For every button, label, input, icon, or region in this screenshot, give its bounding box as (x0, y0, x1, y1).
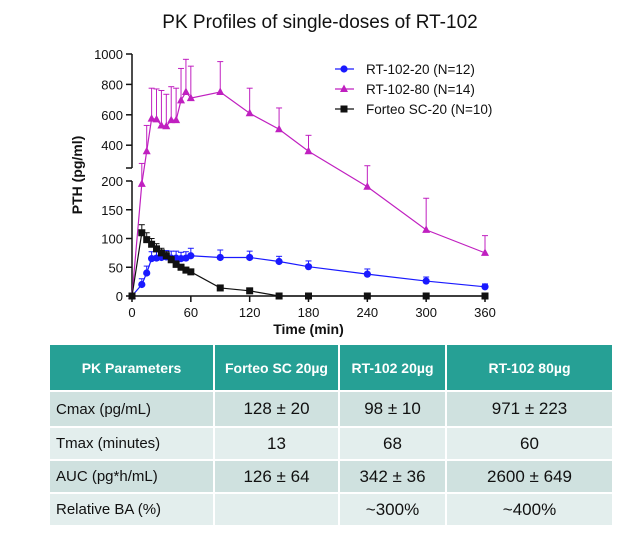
table-cell: Tmax (minutes) (50, 428, 213, 459)
header-cell: RT-102 20µg (340, 345, 445, 390)
data-point (138, 280, 146, 289)
data-point (147, 114, 156, 122)
data-point (216, 284, 224, 292)
table-cell: 971 ± 223 (447, 392, 612, 426)
y-tick-label: 400 (101, 138, 123, 153)
chart-title: PK Profiles of single-doses of RT-102 (162, 12, 477, 33)
pk-chart: PK Profiles of single-doses of RT-102 0 50… (69, 12, 496, 337)
data-point (363, 270, 371, 278)
data-point (186, 93, 195, 102)
data-point (304, 263, 313, 271)
data-point (246, 253, 254, 262)
data-point (143, 269, 151, 277)
table-cell: 98 ± 10 (340, 392, 445, 426)
table-cell: 126 ± 64 (215, 461, 338, 492)
y-tick-label: 800 (101, 77, 123, 92)
data-point (182, 266, 190, 274)
legend-marker (340, 65, 348, 73)
legend-label: Forteo SC-20 (N=10) (366, 102, 492, 117)
table-row: AUC (pg*h/mL) 126 ± 64 342 ± 36 2600 ± 6… (50, 461, 612, 492)
header-cell: PK Parameters (50, 345, 213, 390)
y-tick-label: 150 (101, 203, 123, 218)
data-point (304, 146, 313, 155)
data-point (153, 245, 161, 253)
x-tick-label: 240 (356, 305, 378, 320)
data-point (363, 292, 371, 300)
y-tick-label: 600 (101, 108, 123, 123)
table-cell: ~300% (340, 494, 445, 525)
data-point (275, 292, 283, 300)
data-point (152, 114, 161, 123)
data-point (172, 260, 180, 268)
data-point (181, 87, 190, 95)
table-cell: Cmax (pg/mL) (50, 392, 213, 426)
x-tick-label: 60 (184, 305, 198, 320)
x-tick-label: 360 (474, 305, 496, 320)
x-tick-label: 300 (415, 305, 437, 320)
y-tick-label: 50 (109, 260, 123, 275)
table-row: Relative BA (%) ~300% ~400% (50, 494, 612, 525)
table-cell: ~400% (447, 494, 612, 525)
data-point (275, 124, 284, 133)
table-cell: 128 ± 20 (215, 392, 338, 426)
table-row: Tmax (minutes) 13 68 60 (50, 428, 612, 459)
data-point (148, 240, 156, 248)
y-tick-label: 100 (101, 232, 123, 247)
data-point (162, 252, 170, 260)
data-point (167, 256, 175, 264)
y-tick-label: 1000 (94, 47, 123, 62)
data-point (177, 263, 185, 271)
y-tick-label: 0 (116, 289, 123, 304)
data-point (246, 287, 254, 295)
table-cell: 60 (447, 428, 612, 459)
data-point (216, 87, 225, 95)
legend-label: RT-102-80 (N=14) (366, 82, 475, 97)
legend-marker (340, 84, 348, 92)
legend-marker (340, 105, 348, 113)
table-cell: 2600 ± 649 (447, 461, 612, 492)
data-point (305, 292, 312, 300)
x-tick-label: 120 (239, 305, 261, 320)
x-tick-label: 180 (298, 305, 320, 320)
pk-parameters-table: PK Parameters Forteo SC 20µg RT-102 20µg… (48, 343, 614, 527)
header-cell: Forteo SC 20µg (215, 345, 338, 390)
table-cell: 13 (215, 428, 338, 459)
data-point (143, 236, 151, 244)
data-point (187, 268, 195, 276)
legend-label: RT-102-20 (N=12) (366, 62, 475, 77)
data-point (363, 182, 372, 190)
x-axis-label: Time (min) (273, 321, 344, 337)
table-cell: AUC (pg*h/mL) (50, 461, 213, 492)
data-point (275, 257, 283, 266)
table-cell: Relative BA (%) (50, 494, 213, 525)
data-point (216, 253, 224, 262)
data-point (422, 277, 430, 285)
data-point (481, 292, 489, 300)
data-point (422, 292, 430, 300)
data-point (187, 252, 195, 260)
data-point (245, 108, 254, 117)
data-point (422, 225, 431, 233)
header-cell: RT-102 80µg (447, 345, 612, 390)
table-cell: 68 (340, 428, 445, 459)
table-cell: 342 ± 36 (340, 461, 445, 492)
data-point (177, 95, 186, 104)
data-point (137, 179, 146, 187)
data-point (157, 120, 166, 129)
data-point (172, 115, 181, 124)
data-point (142, 146, 151, 155)
table-header-row: PK Parameters Forteo SC 20µg RT-102 20µg… (50, 345, 612, 390)
table-cell (215, 494, 338, 525)
y-tick-label: 200 (101, 174, 123, 189)
data-point (481, 283, 489, 291)
x-tick-label: 0 (128, 305, 135, 320)
table-row: Cmax (pg/mL) 128 ± 20 98 ± 10 971 ± 223 (50, 392, 612, 426)
data-point (481, 248, 489, 256)
data-point (157, 249, 165, 257)
y-axis-label: PTH (pg/ml) (69, 136, 85, 215)
data-point (138, 229, 146, 237)
data-point (162, 121, 171, 130)
data-point (128, 292, 136, 300)
